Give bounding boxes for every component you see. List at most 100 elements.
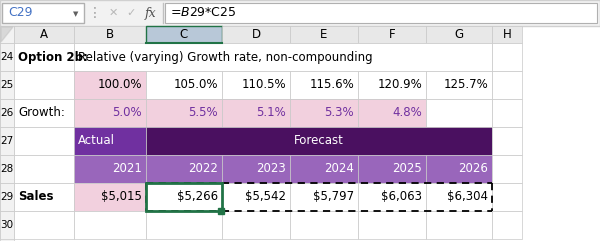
Text: G: G bbox=[454, 28, 464, 41]
Bar bbox=[74, 211, 146, 239]
Text: F: F bbox=[389, 28, 395, 41]
Bar bbox=[290, 183, 358, 211]
Bar bbox=[0, 211, 14, 239]
Text: C29: C29 bbox=[8, 7, 32, 20]
Polygon shape bbox=[1, 27, 13, 42]
Bar bbox=[358, 155, 426, 183]
Bar bbox=[74, 183, 146, 211]
Text: 26: 26 bbox=[1, 108, 14, 118]
Text: $5,266: $5,266 bbox=[177, 190, 218, 203]
Bar bbox=[0, 127, 14, 155]
Text: 2023: 2023 bbox=[256, 162, 286, 175]
Bar bbox=[358, 26, 426, 43]
Bar bbox=[426, 99, 492, 127]
Bar bbox=[74, 127, 146, 155]
Text: $5,797: $5,797 bbox=[313, 190, 354, 203]
Bar bbox=[74, 43, 492, 71]
Bar bbox=[222, 71, 290, 99]
Text: 125.7%: 125.7% bbox=[443, 79, 488, 92]
Bar bbox=[492, 127, 522, 155]
Bar bbox=[492, 71, 522, 99]
Text: Sales: Sales bbox=[18, 190, 53, 203]
Text: 110.5%: 110.5% bbox=[241, 79, 286, 92]
Text: C: C bbox=[180, 28, 188, 41]
Bar bbox=[426, 211, 492, 239]
Text: B: B bbox=[106, 28, 114, 41]
Text: 100.0%: 100.0% bbox=[97, 79, 142, 92]
Text: ✓: ✓ bbox=[127, 8, 136, 18]
Bar bbox=[14, 155, 74, 183]
Bar bbox=[426, 183, 492, 211]
Text: E: E bbox=[320, 28, 328, 41]
Text: =$B$29*C25: =$B$29*C25 bbox=[170, 7, 236, 20]
Bar bbox=[222, 183, 290, 211]
Bar bbox=[492, 211, 522, 239]
Text: Forecast: Forecast bbox=[294, 134, 344, 147]
Bar bbox=[426, 155, 492, 183]
Bar bbox=[0, 183, 14, 211]
Bar bbox=[358, 211, 426, 239]
Text: Option 2b:: Option 2b: bbox=[18, 51, 88, 63]
Bar bbox=[222, 99, 290, 127]
Text: Relative (varying) Growth rate, non-compounding: Relative (varying) Growth rate, non-comp… bbox=[78, 51, 373, 63]
Text: D: D bbox=[251, 28, 260, 41]
Text: ▼: ▼ bbox=[73, 11, 79, 17]
Text: $5,015: $5,015 bbox=[101, 190, 142, 203]
Text: 105.0%: 105.0% bbox=[173, 79, 218, 92]
Bar bbox=[290, 211, 358, 239]
Text: 5.1%: 5.1% bbox=[256, 107, 286, 120]
Bar bbox=[74, 155, 146, 183]
Text: ✕: ✕ bbox=[109, 8, 118, 18]
Bar bbox=[14, 183, 74, 211]
Bar bbox=[222, 26, 290, 43]
Bar bbox=[0, 26, 600, 241]
Bar bbox=[290, 99, 358, 127]
Bar bbox=[0, 99, 14, 127]
Bar bbox=[492, 99, 522, 127]
Text: 2025: 2025 bbox=[392, 162, 422, 175]
Bar bbox=[290, 155, 358, 183]
Text: 5.5%: 5.5% bbox=[188, 107, 218, 120]
Bar bbox=[146, 71, 222, 99]
Text: $6,304: $6,304 bbox=[447, 190, 488, 203]
Bar bbox=[0, 0, 600, 26]
Bar bbox=[14, 43, 74, 71]
Bar bbox=[222, 155, 290, 183]
Text: Growth:: Growth: bbox=[18, 107, 65, 120]
Bar bbox=[146, 127, 492, 155]
Bar bbox=[492, 155, 522, 183]
Bar bbox=[14, 127, 74, 155]
Bar bbox=[165, 3, 597, 23]
Text: $6,063: $6,063 bbox=[381, 190, 422, 203]
Bar bbox=[0, 71, 14, 99]
Text: ⋮: ⋮ bbox=[88, 6, 102, 20]
Text: 2026: 2026 bbox=[458, 162, 488, 175]
Text: 115.6%: 115.6% bbox=[309, 79, 354, 92]
Bar bbox=[426, 71, 492, 99]
Text: fx: fx bbox=[145, 7, 157, 20]
Bar bbox=[0, 155, 14, 183]
Text: 4.8%: 4.8% bbox=[392, 107, 422, 120]
Text: 120.9%: 120.9% bbox=[377, 79, 422, 92]
Bar bbox=[146, 155, 222, 183]
Text: 2021: 2021 bbox=[112, 162, 142, 175]
Bar bbox=[74, 99, 146, 127]
Bar bbox=[222, 211, 290, 239]
Bar bbox=[146, 183, 222, 211]
Bar bbox=[492, 26, 522, 43]
Text: 5.0%: 5.0% bbox=[112, 107, 142, 120]
Bar bbox=[146, 183, 222, 211]
Bar bbox=[14, 26, 74, 43]
Bar bbox=[492, 43, 522, 71]
Text: 28: 28 bbox=[1, 164, 14, 174]
Bar bbox=[14, 71, 74, 99]
Bar bbox=[146, 211, 222, 239]
Text: 29: 29 bbox=[1, 192, 14, 202]
Text: 5.3%: 5.3% bbox=[325, 107, 354, 120]
Text: 2024: 2024 bbox=[324, 162, 354, 175]
Bar bbox=[492, 183, 522, 211]
Bar bbox=[358, 71, 426, 99]
Text: $5,542: $5,542 bbox=[245, 190, 286, 203]
Bar bbox=[358, 99, 426, 127]
Bar bbox=[0, 26, 14, 43]
